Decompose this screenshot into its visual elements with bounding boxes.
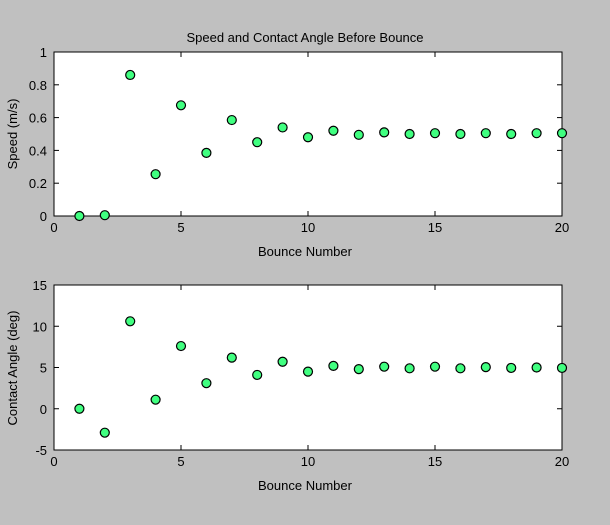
speed-y-tick-label: 0.6 [29,111,47,126]
speed-data-point [99,210,110,221]
chart-title: Speed and Contact Angle Before Bounce [186,30,423,45]
speed-data-point [150,169,161,180]
angle-data-point [404,363,415,374]
angle-data-point [201,378,212,389]
speed-data-point [175,100,187,111]
angle-data-point [531,362,542,373]
angle-points [74,316,568,438]
speed-data-point [455,128,466,140]
angle-y-tick-label: 10 [33,319,47,334]
angle-y-axis-label: Contact Angle (deg) [5,311,20,426]
angle-data-point [353,364,364,375]
speed-data-point [125,69,136,81]
speed-data-point [506,128,517,140]
speed-x-tick-label: 20 [555,220,569,235]
angle-y-tick-label: 5 [40,361,47,376]
angle-x-tick-label: 0 [50,454,57,469]
speed-x-tick-label: 10 [301,220,315,235]
speed-y-tick-label: 0.4 [29,143,47,158]
angle-data-point [99,427,110,438]
speed-data-point [556,128,568,139]
angle-data-point [150,394,161,405]
speed-ticks: 0 5 10 15 20 0 0.2 0.4 0.6 0.8 1 [29,45,569,235]
speed-data-point [252,137,263,148]
speed-data-point [429,128,441,139]
speed-data-point [531,128,542,139]
angle-data-point [455,363,466,374]
speed-data-point [353,129,364,140]
angle-data-point [277,356,288,367]
angle-data-point [480,361,491,373]
speed-x-tick-label: 15 [428,220,442,235]
angle-data-point [252,369,263,381]
angle-data-point [302,366,314,377]
speed-data-point [480,128,491,139]
speed-data-point [226,114,237,126]
angle-x-tick-label: 5 [177,454,184,469]
speed-data-point [201,147,212,158]
speed-axes: Speed and Contact Angle Before Bounce Bo… [5,30,569,259]
angle-x-tick-label: 10 [301,454,315,469]
speed-x-axis-label: Bounce Number [258,244,353,259]
angle-y-tick-label: 15 [33,278,47,293]
angle-x-tick-label: 15 [428,454,442,469]
angle-y-tick-label: -5 [35,443,47,458]
speed-data-point [74,210,85,222]
speed-x-tick-label: 0 [50,220,57,235]
angle-x-tick-label: 20 [555,454,569,469]
angle-y-tick-label: 0 [40,402,47,417]
angle-data-point [379,361,390,372]
speed-data-point [379,127,390,138]
angle-data-point [74,403,85,414]
speed-y-tick-label: 0.8 [29,78,47,93]
angle-data-point [125,316,136,327]
speed-data-point [328,125,339,136]
speed-data-point [277,122,288,133]
speed-points [74,69,568,222]
speed-data-point [404,128,415,140]
angle-axes: Bounce Number Contact Angle (deg) 0 5 10 15… [5,278,569,493]
angle-data-point [506,362,517,374]
speed-y-tick-label: 0 [40,209,47,224]
angle-x-axis-label: Bounce Number [258,478,353,493]
angle-data-point [429,361,441,372]
angle-data-point [556,362,568,374]
angle-data-point [328,360,339,371]
angle-data-point [175,340,187,352]
speed-data-point [302,132,314,143]
speed-x-tick-label: 5 [177,220,184,235]
speed-y-tick-label: 1 [40,45,47,60]
angle-data-point [226,352,237,363]
speed-y-tick-label: 0.2 [29,176,47,191]
speed-y-axis-label: Speed (m/s) [5,99,20,170]
